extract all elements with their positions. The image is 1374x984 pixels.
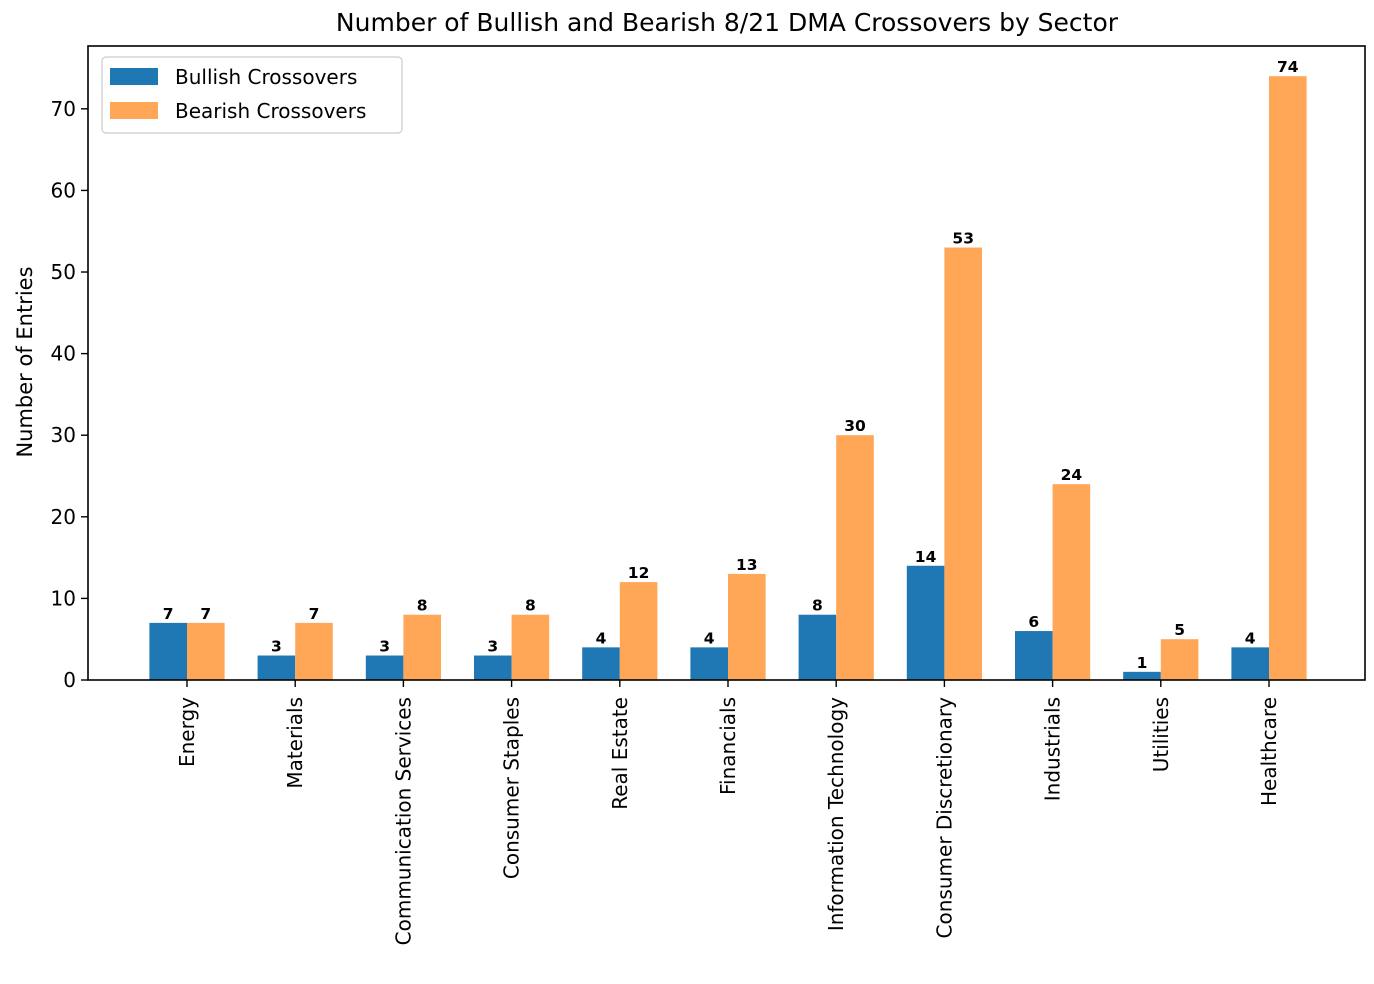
bar-value-label-bullish-financials: 4 (704, 629, 715, 647)
y-tick-label: 0 (63, 668, 76, 692)
y-tick-label: 10 (51, 586, 76, 610)
bar-bearish-consumer-discretionary (944, 247, 982, 681)
bar-bullish-real-estate (582, 647, 620, 680)
bar-value-label-bearish-information-technology: 30 (844, 417, 866, 435)
bar-value-label-bullish-consumer-staples: 3 (487, 638, 498, 656)
bar-bearish-information-technology (836, 435, 874, 680)
bar-value-label-bearish-utilities: 5 (1174, 621, 1185, 639)
y-axis: 0 10 20 30 40 50 60 70 (51, 97, 88, 692)
bar-value-label-bullish-communication-services: 3 (379, 638, 390, 656)
bar-value-label-bearish-consumer-discretionary: 53 (952, 230, 974, 248)
legend-label-bullish: Bullish Crossovers (175, 65, 357, 89)
bar-bearish-healthcare (1269, 76, 1307, 680)
bars-group (149, 76, 1307, 681)
bar-bullish-utilities (1123, 671, 1161, 680)
bar-bullish-materials (257, 655, 296, 680)
bar-value-label-bullish-energy: 7 (163, 605, 174, 623)
legend: Bullish Crossovers Bearish Crossovers (101, 56, 403, 134)
x-tick-label-energy: Energy (175, 697, 199, 767)
bar-bullish-energy (149, 622, 187, 680)
bar-value-label-bearish-communication-services: 8 (417, 597, 428, 615)
bar-bullish-communication-services (365, 655, 404, 680)
bar-bullish-consumer-discretionary (906, 565, 945, 680)
bar-bearish-industrials (1052, 484, 1091, 680)
y-tick-label: 70 (51, 97, 76, 121)
x-tick-label-materials: Materials (283, 697, 307, 789)
x-tick-label-information-technology: Information Technology (824, 697, 848, 931)
bar-value-label-bearish-consumer-staples: 8 (525, 597, 536, 615)
x-tick-label-financials: Financials (716, 697, 740, 795)
bar-bullish-financials (690, 647, 728, 680)
y-tick-label: 30 (51, 423, 76, 447)
bar-value-label-bearish-real-estate: 12 (628, 564, 650, 582)
legend-label-bearish: Bearish Crossovers (175, 99, 366, 123)
x-tick-label-consumer-staples: Consumer Staples (500, 697, 524, 879)
bar-bullish-healthcare (1231, 647, 1269, 680)
bar-bearish-energy (187, 622, 225, 680)
bar-value-label-bullish-information-technology: 8 (812, 597, 823, 615)
legend-box (101, 56, 403, 134)
bar-bearish-communication-services (403, 614, 441, 680)
bar-value-label-bullish-healthcare: 4 (1245, 629, 1256, 647)
x-tick-label-real-estate: Real Estate (608, 697, 632, 810)
bar-value-label-bullish-utilities: 1 (1137, 654, 1148, 672)
plot-frame (87, 45, 1366, 681)
bar-bearish-consumer-staples (511, 614, 550, 680)
y-tick-label: 60 (51, 178, 76, 202)
x-tick-label-healthcare: Healthcare (1257, 697, 1281, 806)
x-axis: Energy Materials Communication Services Con… (175, 680, 1281, 945)
bar-bearish-financials (728, 573, 766, 680)
x-tick-label-consumer-discretionary: Consumer Discretionary (932, 697, 956, 939)
legend-swatch-bullish (110, 68, 158, 85)
legend-swatch-bearish (110, 102, 158, 119)
y-tick-label: 50 (51, 260, 76, 284)
bar-bullish-industrials (1015, 631, 1053, 680)
bar-bullish-consumer-staples (474, 655, 512, 680)
y-tick-label: 20 (51, 505, 76, 529)
x-tick-label-communication-services: Communication Services (391, 697, 415, 945)
x-tick-label-utilities: Utilities (1149, 697, 1173, 772)
bar-value-label-bearish-healthcare: 74 (1277, 58, 1299, 76)
x-tick-label-industrials: Industrials (1041, 697, 1065, 801)
bar-bearish-utilities (1160, 639, 1199, 680)
bar-bearish-materials (295, 622, 333, 680)
bar-bearish-real-estate (619, 582, 658, 680)
bar-value-label-bearish-financials: 13 (736, 556, 758, 574)
bar-value-label-bearish-industrials: 24 (1061, 466, 1083, 484)
bar-value-label-bullish-consumer-discretionary: 14 (915, 548, 937, 566)
bar-value-label-bearish-energy: 7 (200, 605, 211, 623)
bar-value-label-bullish-industrials: 6 (1028, 613, 1039, 631)
bar-value-label-bullish-real-estate: 4 (596, 629, 607, 647)
bar-value-label-bullish-materials: 3 (271, 638, 282, 656)
y-tick-label: 40 (51, 342, 76, 366)
chart-title: Number of Bullish and Bearish 8/21 DMA C… (336, 8, 1119, 37)
y-axis-label: Number of Entries (13, 266, 37, 457)
bar-bullish-information-technology (798, 614, 837, 680)
bar-value-label-bearish-materials: 7 (309, 605, 320, 623)
